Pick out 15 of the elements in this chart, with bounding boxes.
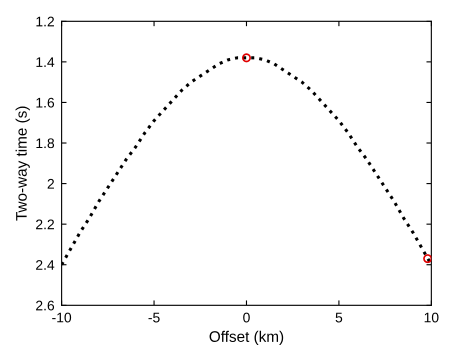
y-tick-label: 2.4 [36,260,54,270]
x-tick-label: -10 [52,312,72,322]
y-tick-label: 1.4 [36,57,54,67]
y-axis-title: Two-way time (s) [16,106,30,221]
y-tick-label: 1.2 [36,16,54,26]
x-tick-label: -5 [148,312,160,322]
y-tick-label: 1.6 [36,98,54,108]
x-tick-label: 10 [424,312,439,322]
x-tick-label: 0 [243,312,250,322]
y-tick-label: 2 [48,178,54,189]
x-axis-title: Offset (km) [210,330,284,345]
y-tick-label: 2.6 [36,300,54,310]
y-tick-label: 2.2 [36,219,54,230]
y-tick-label: 1.8 [36,138,54,148]
x-tick-label: 5 [336,312,342,322]
